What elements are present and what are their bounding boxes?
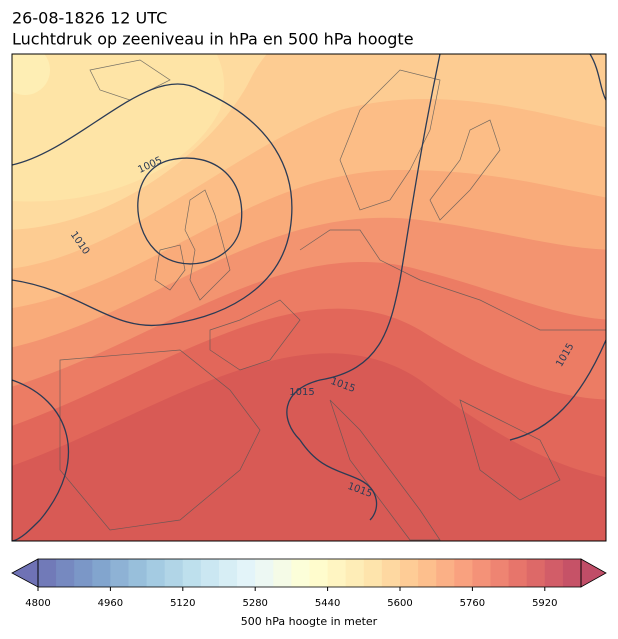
colorbar-segment (128, 559, 148, 587)
subtitle: Luchtdruk op zeeniveau in hPa en 500 hPa… (12, 30, 414, 49)
colorbar-extend-high (580, 558, 607, 588)
colorbar-segment (219, 559, 238, 587)
colorbar-segment (454, 559, 473, 587)
colorbar-segment (418, 559, 437, 587)
colorbar-segment (508, 559, 528, 587)
colorbar-extend-low (11, 558, 39, 588)
colorbar-segment (146, 559, 166, 587)
colorbar-segment (472, 559, 491, 587)
colorbar-segment (544, 559, 564, 587)
colorbar-segment (74, 559, 93, 587)
colorbar-tick-label: 5760 (460, 598, 485, 609)
colorbar-segment (38, 559, 57, 587)
colorbar-tick-label: 4800 (25, 598, 50, 609)
colorbar-segment (164, 559, 184, 587)
colorbar-segment (182, 559, 202, 587)
colorbar-segment (56, 559, 75, 587)
colorbar: 4800 4960 5120 5280 5440 5600 5760 5920 (11, 558, 607, 609)
colorbar-segment (490, 559, 510, 587)
colorbar-tick-label: 5120 (170, 598, 195, 609)
colorbar-tick-label: 4960 (98, 598, 123, 609)
colorbar-segment (237, 559, 256, 587)
colorbar-segment (273, 559, 292, 587)
colorbar-segment (200, 559, 220, 587)
title: 26-08-1826 12 UTC (12, 9, 167, 28)
colorbar-segment (381, 559, 401, 587)
map (12, 54, 606, 541)
colorbar-tick-label: 5600 (387, 598, 412, 609)
colorbar-segment (526, 559, 546, 587)
colorbar-segment (327, 559, 347, 587)
colorbar-segment (309, 559, 329, 587)
colorbar-segment (400, 559, 419, 587)
colorbar-segment (436, 559, 455, 587)
colorbar-segment (345, 559, 365, 587)
colorbar-tick-label: 5920 (532, 598, 557, 609)
colorbar-segment (562, 559, 582, 587)
colorbar-tick-label: 5280 (242, 598, 267, 609)
map-frame (11, 53, 607, 542)
colorbar-frame (37, 558, 582, 588)
contour-label: 1015 (289, 387, 314, 398)
colorbar-segment (110, 559, 129, 587)
colorbar-segment (291, 559, 310, 587)
colorbar-segment (363, 559, 383, 587)
pressure-contours (12, 54, 606, 541)
colorbar-segment (92, 559, 111, 587)
colorbar-segment (255, 559, 274, 587)
colorbar-tick-label: 5440 (315, 598, 340, 609)
colorbar-label: 500 hPa hoogte in meter (241, 615, 378, 628)
